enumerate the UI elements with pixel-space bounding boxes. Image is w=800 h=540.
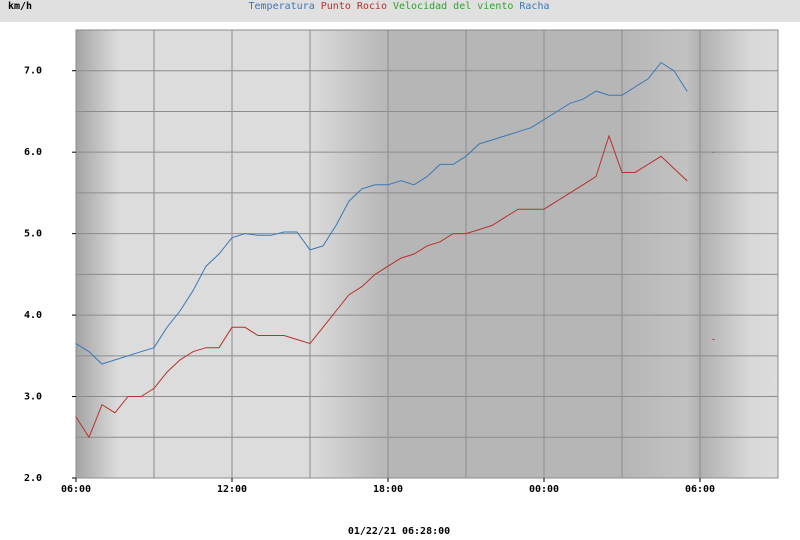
y-tick-label: 2.0	[24, 473, 42, 484]
legend-entry: Punto Rocio	[321, 1, 387, 12]
x-tick-label: 06:00	[685, 484, 715, 495]
plot-area	[75, 29, 779, 479]
y-tick-label: 5.0	[24, 229, 42, 240]
series-line	[75, 61, 715, 365]
y-tick-label: 6.0	[24, 147, 42, 158]
header-bar	[0, 0, 800, 22]
y-tick-label: 7.0	[24, 66, 42, 77]
footer-timestamp: 01/22/21 06:28:00	[348, 526, 450, 537]
legend: Temperatura Punto Rocio Velocidad del vien…	[249, 1, 550, 12]
legend-entry: Racha	[519, 1, 549, 12]
grid	[75, 30, 778, 479]
legend-entry: Velocidad del viento	[393, 1, 513, 12]
x-tick-label: 00:00	[529, 484, 559, 495]
y-tick-label: 3.0	[24, 392, 42, 403]
y-tick-label: 4.0	[24, 310, 42, 321]
lines	[75, 61, 715, 439]
x-tick-label: 18:00	[373, 484, 403, 495]
series-line	[75, 134, 715, 439]
y-axis-label: km/h	[8, 1, 32, 12]
legend-entry: Temperatura	[249, 1, 315, 12]
x-tick-label: 06:00	[61, 484, 91, 495]
x-tick-label: 12:00	[217, 484, 247, 495]
